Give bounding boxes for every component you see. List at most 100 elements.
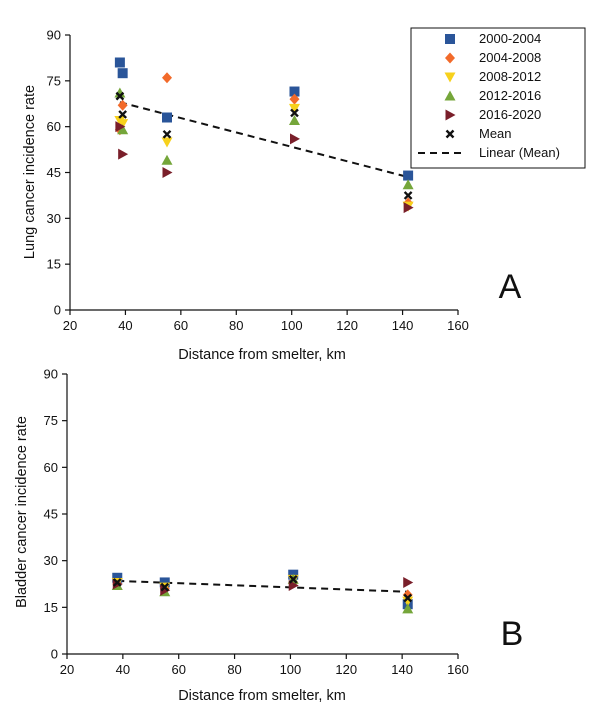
legend-marker-triangle-down-icon <box>444 72 456 83</box>
y-tick-label: 90 <box>47 28 61 43</box>
legend-item-2000-2004: 2000-2004 <box>445 31 541 46</box>
x-tick-label: 60 <box>171 662 185 677</box>
x-tick-label: 120 <box>336 318 358 333</box>
data-point <box>289 93 300 105</box>
data-point <box>402 603 414 614</box>
data-point <box>162 129 172 139</box>
data-point <box>402 179 414 190</box>
data-point <box>289 86 300 97</box>
plot-area-a: 0 15 30 45 60 75 90 20 40 60 80 100 120 140 160 <box>47 28 469 334</box>
panel-label-b: B <box>501 615 524 653</box>
legend-marker-square-icon <box>445 34 455 44</box>
legend-symbol <box>444 72 456 83</box>
data-point <box>403 191 413 200</box>
y-tick-label: 75 <box>47 73 61 88</box>
legend-symbol <box>445 129 455 139</box>
chart-panel-a: 0 15 30 45 60 75 90 20 40 60 80 100 120 140 160 Lung c… <box>22 28 522 364</box>
y-tick-label: 90 <box>44 367 58 382</box>
x-tick-label: 20 <box>60 662 74 677</box>
x-tick-label: 80 <box>229 318 243 333</box>
y-tick-label: 75 <box>44 413 58 428</box>
y-tick-label: 60 <box>44 460 58 475</box>
legend-item-2008-2012: 2008-2012 <box>444 69 541 84</box>
data-point <box>160 582 170 592</box>
data-point <box>288 574 298 584</box>
data-point <box>288 115 300 126</box>
legend-label: 2004-2008 <box>479 50 541 65</box>
x-tick-label: 40 <box>116 662 130 677</box>
x-tick-label: 40 <box>118 318 132 333</box>
data-point <box>162 112 172 123</box>
x-tick-label: 100 <box>281 318 303 333</box>
data-point <box>112 572 123 583</box>
data-point <box>118 148 129 160</box>
x-axis-label-b: Distance from smelter, km <box>178 688 346 704</box>
data-point <box>118 110 128 119</box>
data-point <box>112 578 122 587</box>
legend-item-2004-2008: 2004-2008 <box>445 50 541 65</box>
legend-label: Linear (Mean) <box>479 145 560 160</box>
legend-marker-x-icon <box>445 129 455 139</box>
data-point <box>403 170 414 181</box>
legend-label: 2008-2012 <box>479 69 541 84</box>
legend: 2000-2004 2004-2008 2008-2012 2012-2016 … <box>410 27 586 169</box>
x-tick-label: 60 <box>174 318 188 333</box>
y-tick-label: 45 <box>47 165 61 180</box>
y-tick-label: 45 <box>44 507 58 522</box>
legend-label: Mean <box>479 126 512 141</box>
y-axis-label-a: Lung cancer incidence rate <box>22 85 38 259</box>
legend-symbol <box>444 90 456 101</box>
data-point <box>161 137 173 148</box>
x-tick-label: 140 <box>391 662 413 677</box>
x-tick-label: 140 <box>392 318 414 333</box>
x-tick-label: 160 <box>447 318 469 333</box>
y-tick-label: 60 <box>47 119 61 134</box>
data-point <box>162 167 173 178</box>
y-tick-label: 0 <box>54 303 61 318</box>
legend-label: 2016-2020 <box>479 107 541 122</box>
data-point <box>403 593 413 603</box>
y-tick-label: 30 <box>44 553 58 568</box>
legend-symbol <box>445 34 455 44</box>
y-tick-label: 0 <box>51 647 58 662</box>
legend-box <box>410 27 586 169</box>
data-point <box>117 99 128 111</box>
y-axis-label-b: Bladder cancer incidence rate <box>14 416 30 608</box>
data-point <box>115 91 125 101</box>
data-point <box>403 576 414 588</box>
x-tick-label: 80 <box>227 662 241 677</box>
plot-area-b: 0 15 30 45 60 75 90 20 40 60 80 100 120 140 160 <box>44 367 469 678</box>
legend-marker-diamond-icon <box>445 52 455 64</box>
legend-symbol <box>445 109 456 121</box>
legend-marker-triangle-right-icon <box>445 109 456 121</box>
data-point <box>403 202 414 214</box>
data-point <box>290 108 299 118</box>
legend-symbol <box>445 52 455 64</box>
x-tick-label: 100 <box>280 662 302 677</box>
data-point <box>161 154 173 165</box>
legend-item-linear-mean: Linear (Mean) <box>418 145 560 160</box>
data-point <box>115 121 126 133</box>
data-point <box>117 124 129 135</box>
data-point <box>289 133 300 145</box>
x-tick-label: 120 <box>335 662 357 677</box>
legend-label: 2012-2016 <box>479 88 541 103</box>
x-axis-label-a: Distance from smelter, km <box>178 347 346 363</box>
y-tick-label: 15 <box>44 600 58 615</box>
y-tick-label: 30 <box>47 211 61 226</box>
x-tick-label: 160 <box>447 662 469 677</box>
data-point <box>288 103 300 114</box>
data-point <box>117 119 129 130</box>
data-point <box>162 72 172 84</box>
legend-item-2016-2020: 2016-2020 <box>445 107 541 122</box>
legend-label: 2000-2004 <box>479 31 541 46</box>
data-point <box>114 57 125 68</box>
panel-label-a: A <box>499 268 522 306</box>
legend-item-2012-2016: 2012-2016 <box>444 88 541 103</box>
data-point <box>159 577 170 588</box>
y-tick-label: 15 <box>47 257 61 272</box>
legend-item-mean: Mean <box>445 126 512 141</box>
data-point <box>117 68 128 79</box>
legend-marker-triangle-up-icon <box>444 90 456 101</box>
